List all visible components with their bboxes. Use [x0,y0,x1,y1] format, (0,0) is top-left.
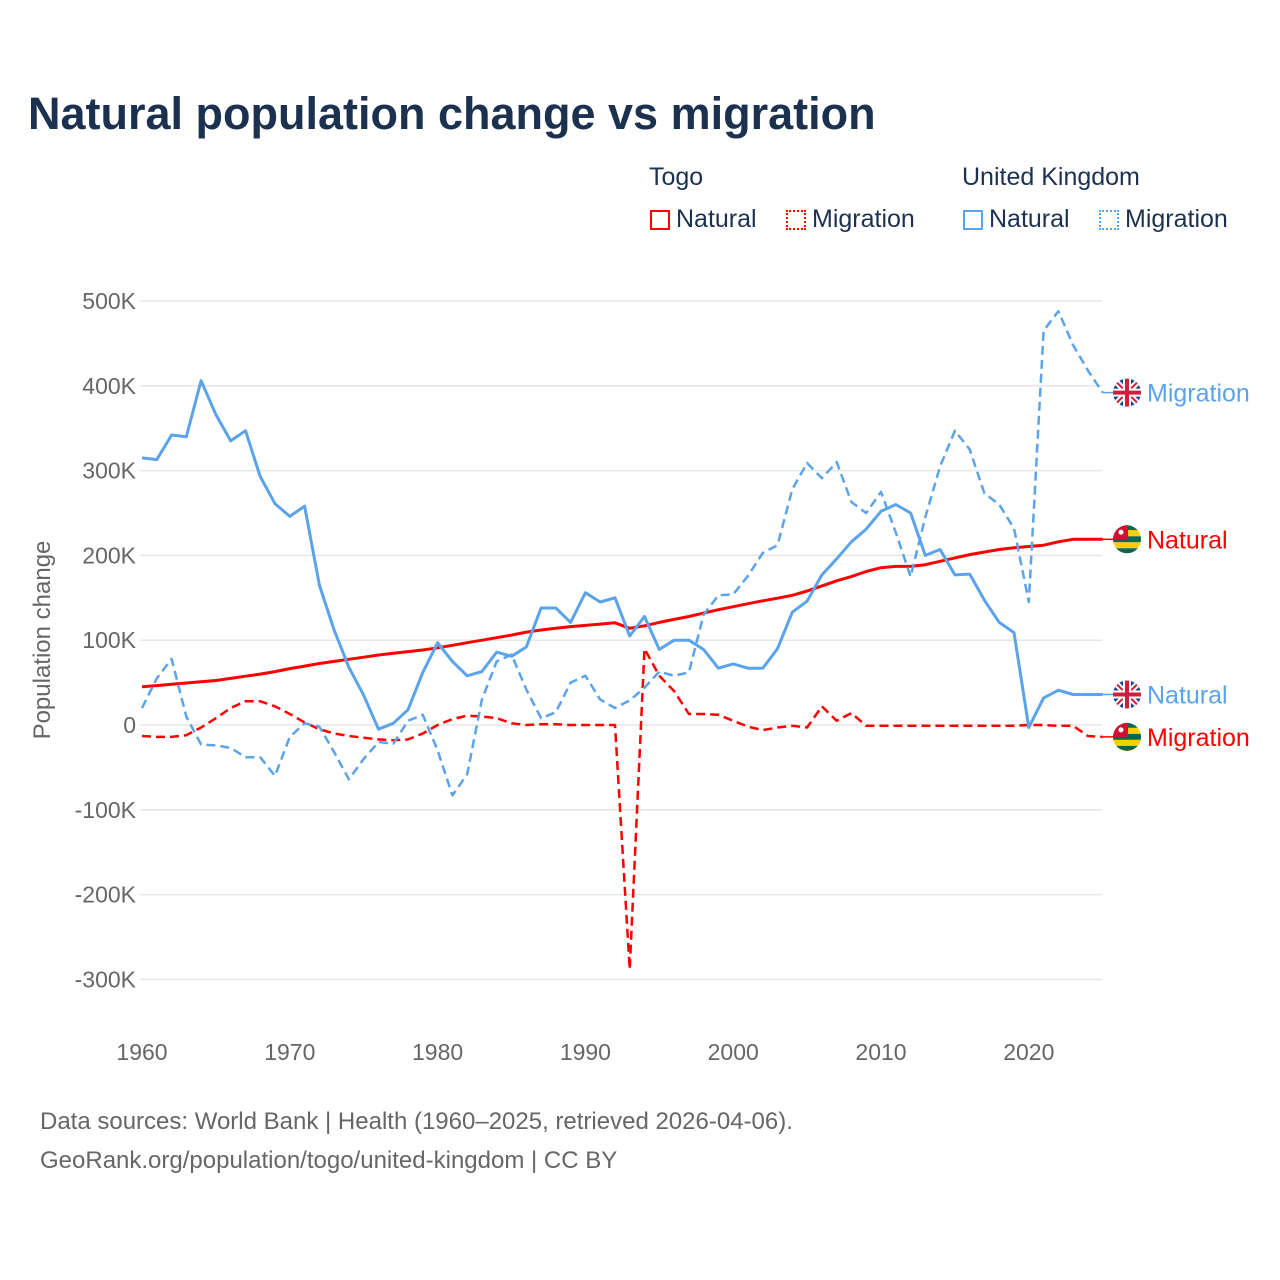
series-end-label: Natural [1147,681,1228,709]
legend-label: Migration [1125,205,1228,233]
x-tick-label: 2000 [708,1039,759,1065]
uk-flag-icon [1113,680,1141,709]
dotted-swatch-icon [1099,209,1119,230]
y-tick-label: 100K [82,627,136,653]
dotted-swatch-icon [786,209,806,230]
legend-group-togo: Togo [649,163,704,191]
x-tick-label: 1970 [264,1039,315,1065]
solid-swatch-icon [650,209,670,230]
y-tick-label: -200K [75,882,137,908]
x-axis-ticks: 1960 1970 1980 1990 2000 2010 2020 [116,1039,1054,1065]
y-axis-label: Population change [29,541,56,740]
x-tick-label: 1960 [116,1039,167,1065]
x-tick-label: 1980 [412,1039,463,1065]
legend-uk-natural[interactable]: Natural [963,205,1070,234]
y-tick-label: 200K [82,542,136,568]
series-line-togo-migration [141,647,1103,971]
source-line-1: Data sources: World Bank | Health (1960–… [40,1108,793,1135]
series-line-united-kingdom-natural [141,379,1103,731]
series-line-united-kingdom-migration [140,309,1104,797]
series-end-label: Migration [1147,724,1250,752]
y-tick-label: 500K [82,288,136,314]
end-labels: Natural Migration Natural Migration [1113,378,1250,752]
x-tick-label: 1990 [560,1039,611,1065]
x-tick-label: 2010 [855,1039,906,1065]
series-end-label: Natural [1147,526,1228,554]
legend-togo-natural[interactable]: Natural [650,205,757,234]
series-line-togo-natural [141,537,1103,689]
uk-flag-icon [1113,378,1141,407]
legend-label: Natural [989,205,1070,233]
togo-flag-icon [1113,525,1141,554]
y-tick-label: -100K [75,797,137,823]
legend-uk-migration[interactable]: Migration [1099,205,1228,234]
chart-title: Natural population change vs migration [28,88,876,139]
series-end-label: Migration [1147,380,1250,408]
y-tick-label: -300K [75,966,137,992]
y-axis-ticks: 500K 400K 300K 200K 100K 0 -100K -200K -300K [75,288,137,992]
source-line-2[interactable]: GeoRank.org/population/togo/united-kingd… [40,1147,618,1174]
legend-togo-migration[interactable]: Migration [786,205,915,234]
y-tick-label: 400K [82,373,136,399]
y-tick-label: 300K [82,458,136,484]
legend-group-uk: United Kingdom [962,163,1140,191]
x-tick-label: 2020 [1003,1039,1054,1065]
gridlines [140,300,1102,981]
legend-label: Migration [812,205,915,233]
solid-swatch-icon [963,209,983,230]
y-tick-label: 0 [123,712,136,738]
legend-label: Natural [676,205,757,233]
series-lines [140,309,1113,971]
togo-flag-icon [1113,722,1141,751]
